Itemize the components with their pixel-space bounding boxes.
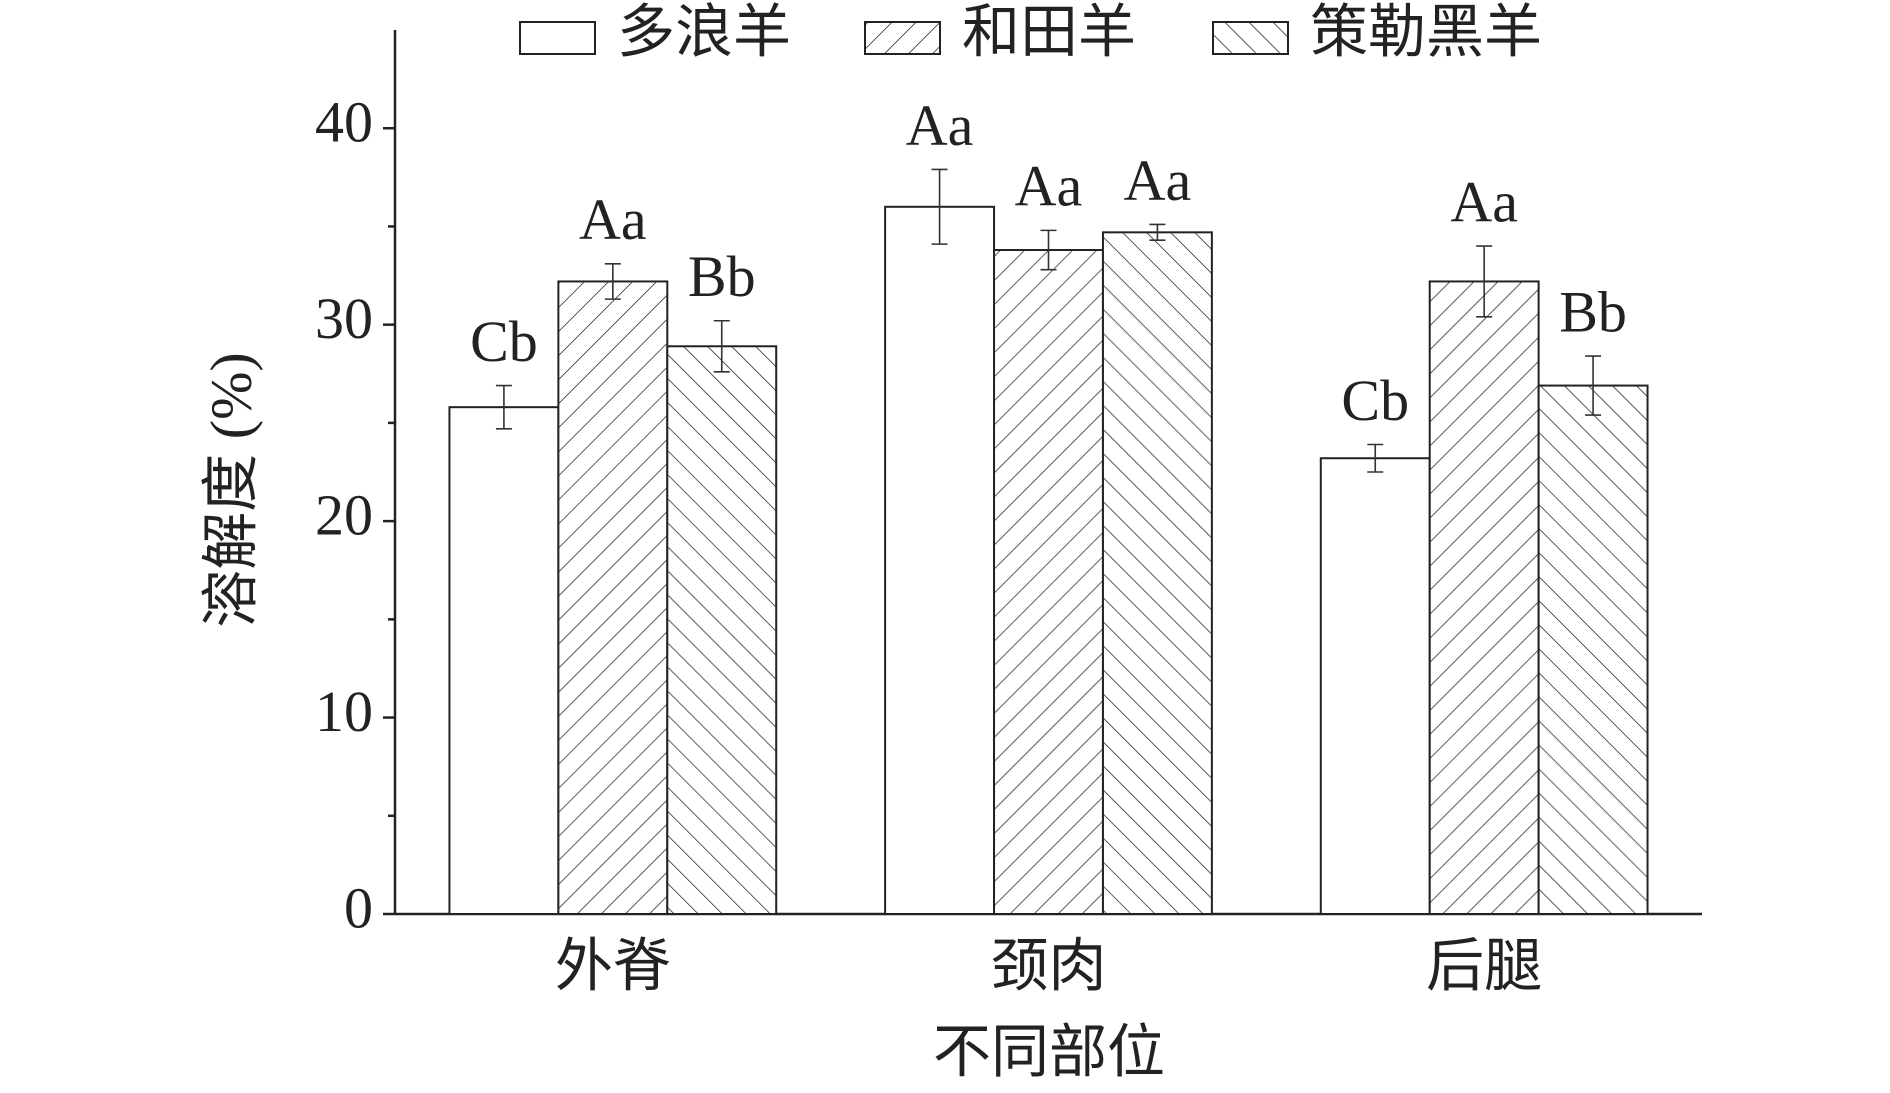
- x-tick-label: 后腿: [1426, 933, 1542, 998]
- y-tick-label: 0: [344, 875, 373, 940]
- error-bar: [1040, 229, 1057, 271]
- significance-label: Cb: [1341, 368, 1409, 433]
- legend-label: 策勒黑羊: [1310, 0, 1542, 64]
- legend-label: 多浪羊: [617, 0, 791, 64]
- significance-label: Aa: [906, 93, 974, 158]
- error-bar: [495, 384, 512, 430]
- x-axis-title: 不同部位: [933, 1019, 1165, 1084]
- bar: [884, 205, 996, 916]
- significance-label: Aa: [1450, 169, 1518, 234]
- x-tick-label: 外脊: [555, 933, 671, 998]
- bar: [448, 406, 560, 915]
- x-tick-label: 颈肉: [990, 933, 1106, 998]
- significance-label: Aa: [1124, 148, 1192, 213]
- bar: [1537, 384, 1649, 915]
- legend-label: 和田羊: [962, 0, 1136, 64]
- y-tick-label: 20: [315, 482, 373, 547]
- bar: [557, 280, 669, 915]
- legend-swatch: [1212, 21, 1289, 55]
- error-bar: [604, 262, 621, 300]
- error-bar: [931, 168, 948, 245]
- bar: [1428, 280, 1540, 915]
- error-bar: [1585, 355, 1602, 416]
- error-bar: [1367, 443, 1384, 473]
- error-bar: [1476, 245, 1493, 318]
- legend-swatch: [864, 21, 941, 55]
- significance-label: Aa: [579, 187, 647, 252]
- error-bar: [713, 319, 730, 373]
- bar: [993, 249, 1104, 916]
- legend-swatch: [519, 21, 596, 55]
- error-bar: [1149, 223, 1166, 241]
- y-tick-label: 40: [315, 90, 373, 155]
- bar: [666, 345, 778, 915]
- significance-label: Aa: [1015, 154, 1083, 219]
- y-tick-label: 10: [315, 679, 373, 744]
- bar: [1319, 457, 1431, 915]
- y-tick-label: 30: [315, 286, 373, 351]
- significance-label: Bb: [688, 244, 756, 309]
- significance-label: Bb: [1559, 279, 1627, 344]
- significance-label: Cb: [470, 309, 538, 374]
- bar: [1101, 231, 1213, 916]
- y-axis-title: 溶解度 (%): [198, 352, 263, 627]
